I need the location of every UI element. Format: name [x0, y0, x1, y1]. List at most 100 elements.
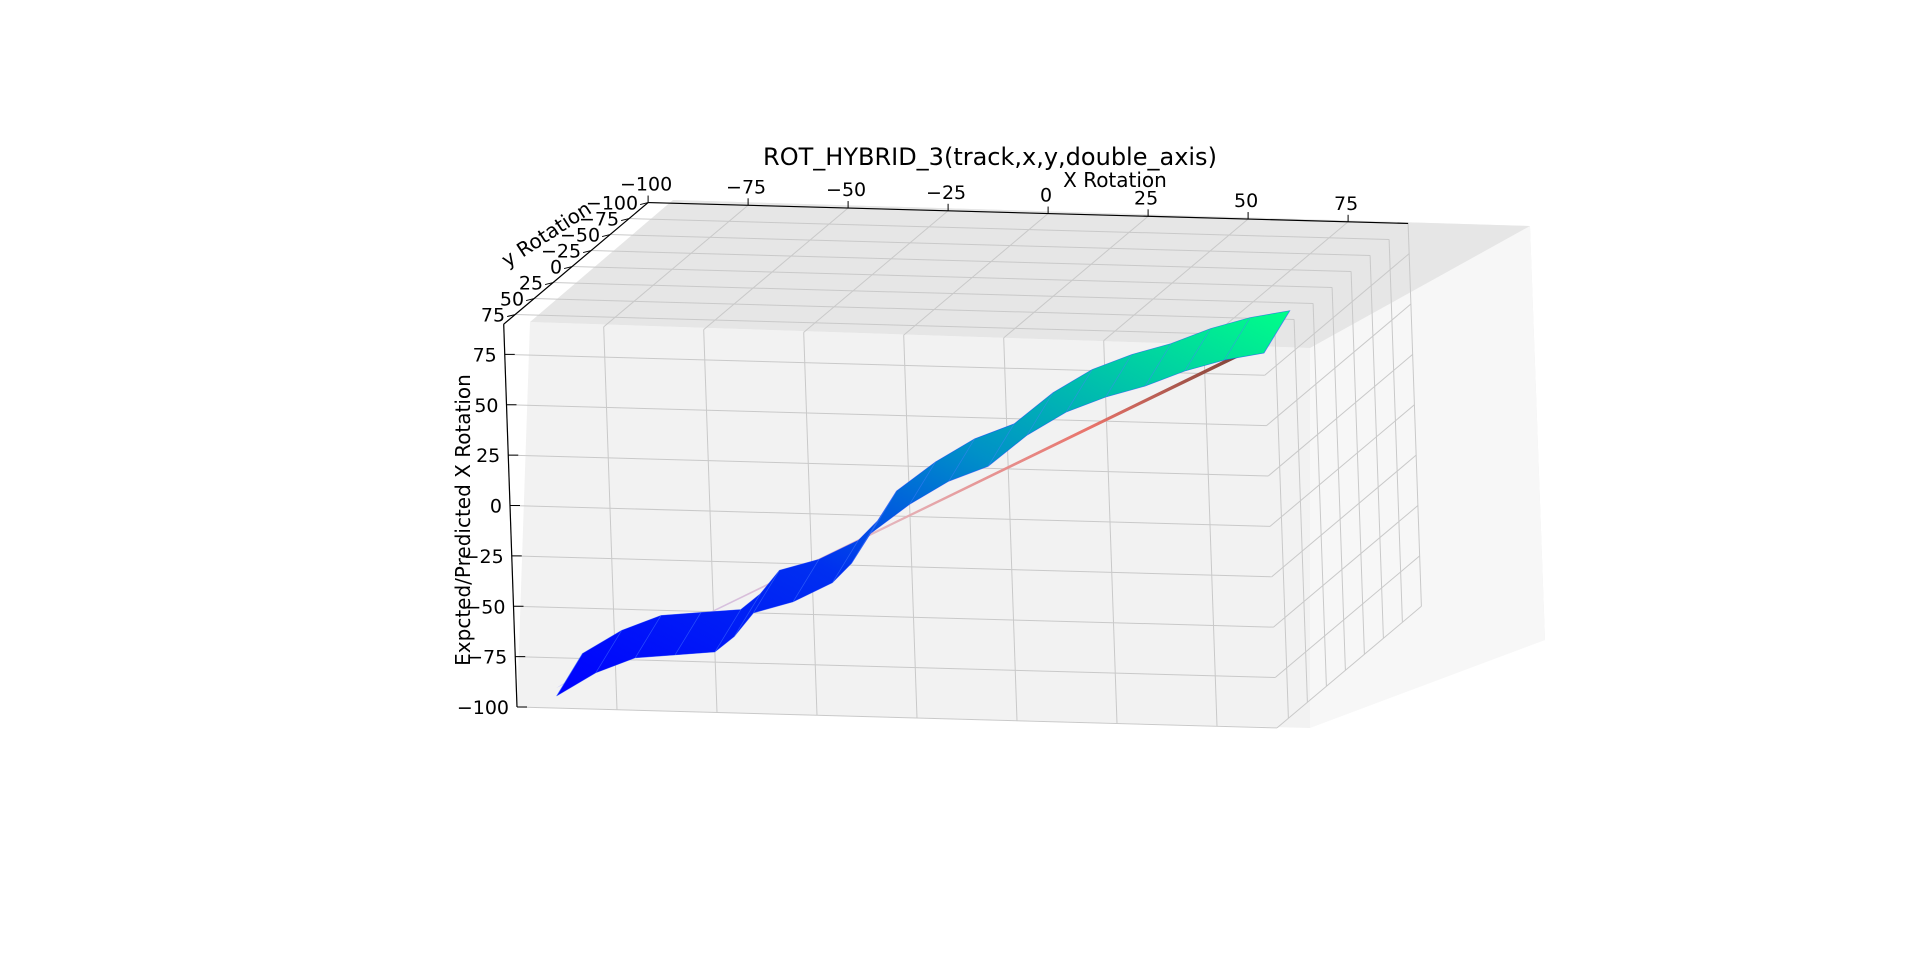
grid-y-top-5	[553, 282, 1314, 304]
grid-y-right-7	[1274, 335, 1289, 719]
surface-mesh-line-20	[1263, 310, 1291, 354]
chart-title: ROT_HYBRID_3(track,x,y,double_axis)	[763, 143, 1217, 171]
grid-x-top-5	[1003, 215, 1149, 339]
y-tick-label-0: −100	[586, 193, 638, 215]
y-tick-label-6: 50	[500, 289, 524, 311]
grid-y-top-7	[515, 314, 1276, 336]
y-tick-mark-2	[601, 234, 611, 238]
surface-mesh-line-9	[851, 520, 878, 564]
x-tick-label-4: 0	[1040, 185, 1052, 207]
surface-mesh-line-15	[1065, 369, 1093, 413]
z-tick-label-6: −75	[467, 647, 507, 669]
z-tick-label-7: −100	[457, 697, 509, 719]
floor-pane	[530, 200, 1530, 348]
grid-x-top-7	[1203, 221, 1349, 344]
grid-x-front-4	[903, 335, 918, 719]
grid-z-front-1	[515, 656, 1276, 679]
z-axis-line	[503, 324, 518, 708]
grid-y-top-6	[534, 298, 1295, 320]
grid-z-front-3	[511, 555, 1272, 578]
y-tick-label-3: −25	[541, 241, 581, 263]
y-tick-mark-3	[582, 250, 592, 254]
grid-y-right-4	[1331, 287, 1346, 671]
surface-mesh-line-14	[1026, 392, 1054, 436]
grid-x-front-7	[1203, 343, 1218, 727]
surface-mesh-line-7	[792, 559, 820, 603]
z-axis-label: Expcted/Predicted X Rotation	[451, 374, 475, 666]
y-tick-mark-1	[620, 218, 630, 222]
grid-z-right-2	[1273, 505, 1419, 628]
surface-mesh-line-13	[987, 423, 1015, 467]
grid-x-front-6	[1103, 340, 1118, 724]
grid-z-front-0	[516, 706, 1278, 729]
axis-lines	[503, 201, 1409, 708]
x-axis-line	[648, 201, 1409, 225]
y-tick-label-2: −50	[560, 225, 600, 247]
surface-mesh-line-0	[556, 653, 583, 697]
y-tick-mark-4	[563, 266, 573, 270]
grid-z-front-6	[506, 404, 1267, 427]
surface-mesh-line-8	[832, 540, 859, 583]
x-tick-label-3: −25	[926, 182, 966, 204]
x-tick-label-2: −50	[826, 179, 866, 201]
tick-labels: −100 −75 −50 −25 0 25 50 75−100−75−50−250255075…	[457, 174, 1358, 719]
grid-y-right-5	[1312, 303, 1327, 687]
surface-mesh	[556, 310, 1291, 697]
x-tick-label-6: 50	[1234, 190, 1258, 212]
y-tick-mark-0	[639, 202, 649, 206]
surface-mesh-line-1	[595, 630, 622, 674]
z-tick-label-0: 75	[473, 344, 497, 366]
grid-y-top-3	[591, 250, 1352, 272]
grid-y-right-1	[1388, 239, 1403, 623]
grid-z-right-6	[1266, 303, 1412, 427]
y-axis-line	[503, 202, 649, 325]
grid-x-top-2	[703, 207, 849, 331]
grid-y-top-1	[629, 218, 1390, 240]
grid-z-front-5	[508, 454, 1269, 477]
surfaces	[556, 310, 1291, 697]
z-tick-label-4: −25	[464, 546, 504, 568]
z-tick-label-3: 0	[490, 496, 502, 518]
grid-y-right-6	[1293, 319, 1308, 703]
y-tick-label-7: 75	[481, 305, 505, 327]
y-tick-mark-6	[525, 298, 535, 302]
surface-mesh-line-5	[734, 593, 761, 637]
y-tick-label-4: 0	[550, 257, 562, 279]
grid-z-right-1	[1274, 555, 1420, 678]
grid-x-top-3	[803, 210, 949, 333]
y-tick-mark-7	[506, 314, 516, 318]
grid-y-right-2	[1369, 255, 1384, 639]
surface-mesh-line-4	[714, 609, 742, 653]
z-tick-label-1: 50	[474, 395, 498, 417]
grid-x-top-4	[903, 213, 1049, 336]
grid-y-top-2	[610, 234, 1371, 256]
surface-mesh-line-18	[1184, 328, 1211, 372]
grid-x-front-5	[1003, 337, 1018, 721]
grid-z-front-2	[513, 605, 1274, 628]
grid-z-right-5	[1267, 354, 1413, 477]
y-tick-label-5: 25	[519, 273, 543, 295]
grid-y-right-3	[1350, 271, 1365, 655]
grid-z-right-7	[1264, 253, 1410, 376]
grid-y-top-4	[572, 266, 1333, 288]
right-pane	[1310, 226, 1545, 728]
x-tick-label-7: 75	[1334, 193, 1358, 215]
grid-x-top-6	[1103, 218, 1249, 342]
z-tick-label-5: −50	[465, 596, 505, 618]
grid-z-right-0	[1276, 605, 1422, 729]
grid-z-right-4	[1269, 404, 1415, 527]
y-tick-label-1: −75	[579, 209, 619, 231]
surface-mesh-line-17	[1144, 343, 1172, 387]
x-tick-label-1: −75	[726, 176, 766, 198]
x-tick-label-0: −100	[620, 174, 672, 196]
surface-mesh-line-12	[948, 438, 975, 482]
surface-mesh-line-3	[674, 612, 702, 656]
grid-y-right-0	[1407, 223, 1422, 607]
y-tick-mark-5	[544, 282, 554, 286]
z-tick-label-2: 25	[476, 445, 500, 467]
surface-mesh-line-11	[909, 461, 936, 505]
surface-mesh-line-10	[870, 490, 897, 534]
surface-mesh-line-2	[634, 615, 662, 659]
grid-x-front-3	[803, 332, 818, 716]
